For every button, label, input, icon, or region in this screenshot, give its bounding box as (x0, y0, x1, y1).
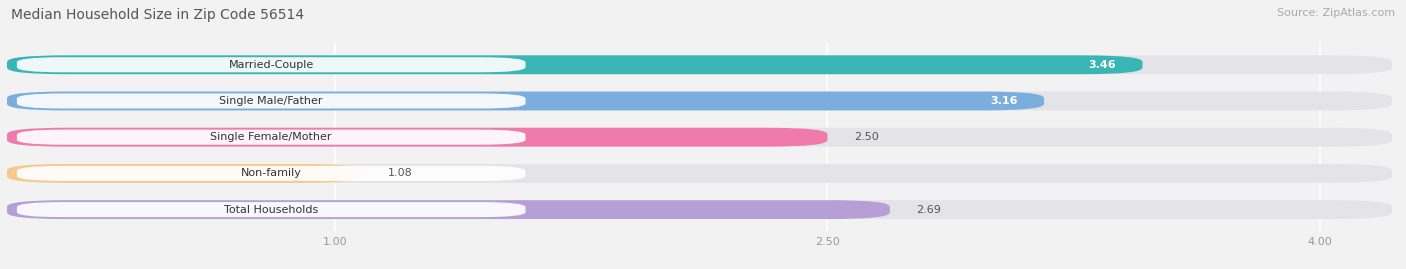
Text: Married-Couple: Married-Couple (229, 60, 314, 70)
Text: 2.69: 2.69 (917, 205, 941, 215)
FancyBboxPatch shape (17, 202, 526, 217)
Text: Source: ZipAtlas.com: Source: ZipAtlas.com (1277, 8, 1395, 18)
FancyBboxPatch shape (17, 166, 526, 181)
Text: Median Household Size in Zip Code 56514: Median Household Size in Zip Code 56514 (11, 8, 304, 22)
FancyBboxPatch shape (7, 164, 361, 183)
FancyBboxPatch shape (17, 57, 526, 72)
Text: 3.16: 3.16 (990, 96, 1018, 106)
FancyBboxPatch shape (7, 200, 1392, 219)
Text: Single Female/Mother: Single Female/Mother (211, 132, 332, 142)
Text: Single Male/Father: Single Male/Father (219, 96, 323, 106)
FancyBboxPatch shape (7, 128, 828, 147)
Text: 1.08: 1.08 (388, 168, 412, 178)
Text: Total Households: Total Households (224, 205, 318, 215)
FancyBboxPatch shape (7, 91, 1045, 110)
FancyBboxPatch shape (7, 55, 1143, 74)
FancyBboxPatch shape (7, 91, 1392, 110)
FancyBboxPatch shape (17, 93, 526, 108)
Text: Non-family: Non-family (240, 168, 302, 178)
Text: 2.50: 2.50 (853, 132, 879, 142)
FancyBboxPatch shape (7, 200, 890, 219)
FancyBboxPatch shape (7, 164, 1392, 183)
Text: 3.46: 3.46 (1088, 60, 1116, 70)
FancyBboxPatch shape (17, 130, 526, 145)
FancyBboxPatch shape (7, 128, 1392, 147)
FancyBboxPatch shape (7, 55, 1392, 74)
